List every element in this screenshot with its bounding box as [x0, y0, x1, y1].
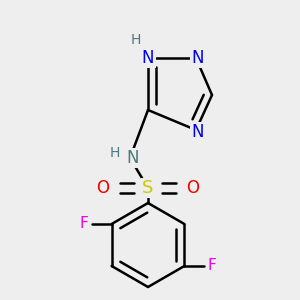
Text: S: S	[142, 179, 154, 197]
Text: F: F	[208, 259, 217, 274]
Text: O: O	[187, 179, 200, 197]
Text: N: N	[192, 49, 204, 67]
Text: N: N	[127, 149, 139, 167]
Text: F: F	[79, 217, 88, 232]
Text: O: O	[97, 179, 110, 197]
Text: N: N	[192, 123, 204, 141]
Text: H: H	[110, 146, 120, 160]
Text: H: H	[131, 33, 141, 47]
Text: N: N	[142, 49, 154, 67]
